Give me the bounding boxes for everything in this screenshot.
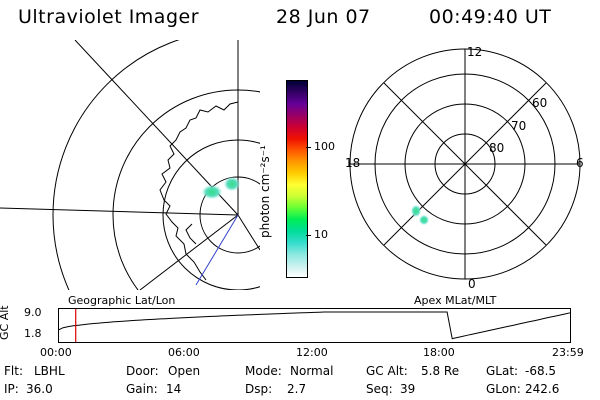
mode-label: Mode: — [245, 364, 282, 378]
door-label: Door: — [126, 364, 159, 378]
altitude-plot — [58, 308, 571, 343]
lat-circle — [52, 40, 180, 290]
mlat-label-60: 60 — [532, 96, 548, 110]
apex-label: Apex MLat/MLT — [414, 294, 497, 307]
geographic-map — [0, 40, 260, 290]
color-scale-bar — [286, 80, 308, 278]
time-tick-0000: 00:00 — [40, 346, 72, 359]
meridian-line — [139, 214, 239, 290]
dsp-value: 2.7 — [287, 382, 307, 396]
alt-ymin-label: 1.8 — [24, 327, 42, 340]
seq-label: Seq: — [366, 382, 393, 396]
gain-value: 14 — [166, 382, 182, 396]
meridian-line — [0, 207, 239, 216]
apex-polar-plot — [349, 48, 581, 280]
instrument-title: Ultraviolet Imager — [18, 6, 200, 28]
door-value: Open — [168, 364, 201, 378]
colorbar-tick — [306, 235, 311, 236]
aurora-emission — [224, 177, 240, 191]
ip-label: IP: — [4, 382, 19, 396]
seq-value: 39 — [400, 382, 416, 396]
glat-value: -68.5 — [525, 364, 557, 378]
mlt-line — [383, 82, 547, 246]
mode-value: Normal — [290, 364, 334, 378]
mlt-label-6: 6 — [576, 156, 584, 170]
satellite-track — [195, 214, 239, 286]
time-tick-1200: 12:00 — [296, 346, 328, 359]
coastline — [159, 101, 239, 281]
image-time: 00:49:40 UT — [429, 6, 552, 28]
aurora-emission — [202, 185, 222, 199]
gain-label: Gain: — [126, 382, 158, 396]
gc-alt-axis-label: GC Alt — [0, 305, 11, 340]
aurora-emission — [419, 215, 429, 225]
glat-label: GLat: — [486, 364, 519, 378]
mlt-label-18: 18 — [345, 156, 361, 170]
gcalt-value: 5.8 Re — [421, 364, 460, 378]
aurora-emission — [411, 205, 421, 217]
lat-circle — [162, 139, 260, 290]
mlt-label-0: 0 — [468, 277, 476, 291]
time-tick-1800: 18:00 — [423, 346, 455, 359]
glon-value: 242.6 — [525, 382, 560, 396]
filter-label: Flt: — [4, 364, 23, 378]
gcalt-label: GC Alt: — [366, 364, 408, 378]
altitude-curve — [58, 311, 571, 340]
geographic-label: Geographic Lat/Lon — [68, 294, 176, 307]
colorbar-unit-label: photon cm⁻²s⁻¹ — [258, 145, 272, 238]
glon-label: GLon: — [486, 382, 521, 396]
time-tick-2359: 23:59 — [552, 346, 584, 359]
time-tick-0600: 06:00 — [168, 346, 200, 359]
meridian-line — [237, 214, 260, 251]
ip-value: 36.0 — [26, 382, 53, 396]
alt-ymax-label: 9.0 — [24, 306, 42, 319]
mlat-label-80: 80 — [489, 141, 505, 155]
mlt-label-12: 12 — [467, 45, 483, 59]
colorbar-label-10: 10 — [314, 228, 328, 241]
image-date: 28 Jun 07 — [276, 6, 371, 28]
filter-value: LBHL — [34, 364, 65, 378]
colorbar-tick — [306, 147, 311, 148]
dsp-label: Dsp: — [245, 382, 273, 396]
colorbar-label-100: 100 — [314, 140, 335, 153]
color-scale-gradient — [287, 81, 307, 277]
mlat-label-70: 70 — [511, 119, 527, 133]
